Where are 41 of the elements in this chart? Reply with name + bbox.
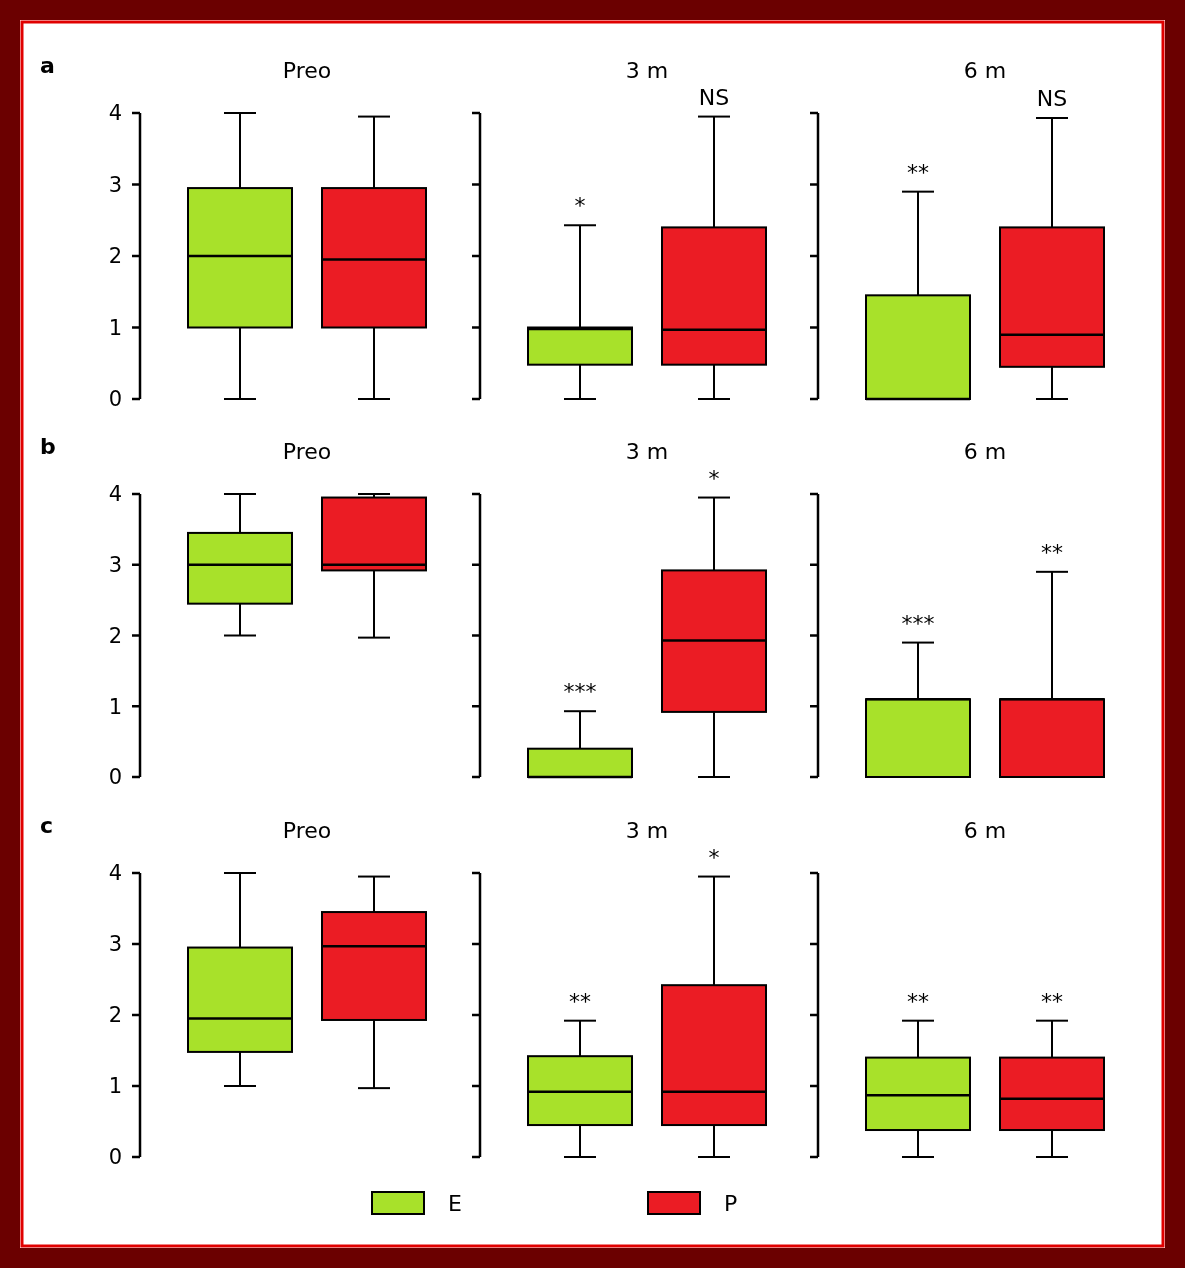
annotation: ** <box>569 988 591 1014</box>
text: * <box>708 844 720 870</box>
y-tick-label: 3 <box>108 172 122 197</box>
y-tick-label: 1 <box>108 1074 122 1099</box>
text: NS <box>698 84 730 110</box>
y-tick-label: 1 <box>108 315 122 340</box>
annotation: ** <box>907 988 929 1014</box>
y-tick-label: 0 <box>108 765 122 790</box>
x-tick-label: Preo <box>282 439 332 464</box>
y-tick-label: 3 <box>108 932 122 957</box>
y-tick-label: 0 <box>108 1145 122 1170</box>
legend-label: P <box>724 1190 738 1216</box>
annotation: ** <box>1041 988 1063 1014</box>
x-tick-label: 6 m <box>963 818 1007 843</box>
y-tick-label: 1 <box>108 694 122 719</box>
x-tick-label: Preo <box>282 818 332 843</box>
text: NS <box>1036 86 1068 111</box>
y-tick-label: 4 <box>108 482 122 507</box>
text: b <box>40 434 56 459</box>
text: * <box>708 465 720 491</box>
y-tick-label: 0 <box>108 387 122 412</box>
legend-label: E <box>448 1190 462 1216</box>
annotation: *** <box>901 610 935 636</box>
y-tick-label: 2 <box>108 1003 122 1028</box>
annotation: * <box>574 193 586 219</box>
x-tick-label: 3 m <box>625 439 669 464</box>
x-tick-label: 6 m <box>963 439 1007 464</box>
text: c <box>40 813 54 838</box>
y-tick-label: 2 <box>108 623 122 648</box>
annotation: ** <box>1041 539 1063 565</box>
text: a <box>40 53 55 78</box>
annotation: ** <box>907 159 929 185</box>
x-tick-label: 3 m <box>625 58 669 83</box>
y-tick-label: 4 <box>108 861 122 886</box>
y-tick-label: 3 <box>108 553 122 578</box>
y-tick-label: 2 <box>108 244 122 269</box>
y-tick-label: 4 <box>108 101 122 126</box>
annotation: *** <box>563 679 597 705</box>
x-tick-label: Preo <box>282 58 332 83</box>
x-tick-label: 3 m <box>625 818 669 843</box>
x-tick-label: 6 m <box>963 58 1007 83</box>
